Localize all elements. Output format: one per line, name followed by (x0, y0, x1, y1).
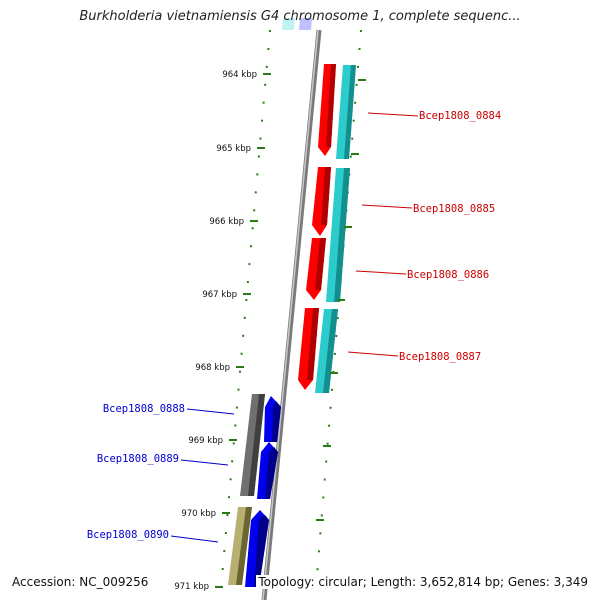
gene-0887-cyan-shade (323, 309, 338, 393)
gene-group-0888[interactable] (240, 394, 281, 496)
chromosome-backbone (261, 29, 322, 600)
gene-0888-gray-shade (248, 394, 265, 496)
scale-ticks-inner (215, 73, 271, 588)
leader-line-0885 (361, 204, 413, 209)
gene-0886-red-shade (315, 238, 326, 290)
scale-label: 968 kbp (195, 363, 230, 373)
gene-label-0884[interactable]: Bcep1808_0884 (419, 110, 501, 122)
leader-line-0886 (355, 270, 407, 275)
scale-label: 969 kbp (188, 436, 223, 446)
gene-group-0887[interactable] (298, 308, 338, 393)
gene-label-0889[interactable]: Bcep1808_0889 (97, 453, 179, 465)
gene-0890-olive-shade (236, 507, 252, 585)
leader-line-0887 (347, 351, 399, 357)
gene-0885-cyan-shade (334, 168, 350, 302)
topology-summary: Topology: circular; Length: 3,652,814 bp… (256, 575, 590, 589)
scale-ticks-outer (316, 79, 366, 521)
chromosome-backbone-highlight (262, 29, 319, 600)
gene-0884-red-shade (326, 64, 336, 147)
gene-group-0884[interactable] (318, 64, 356, 159)
accession-text: Accession: NC_009256 (10, 575, 151, 589)
gene-0890-blue-shade (254, 515, 269, 587)
gene-0889-blue-shade (265, 447, 278, 499)
gene-group-0889[interactable] (257, 442, 278, 499)
gene-0885-red-shade (321, 167, 331, 225)
scale-label: 966 kbp (209, 217, 244, 227)
gene-0888-blue-shade (272, 401, 281, 442)
scale-labels: 964 kbp 965 kbp 966 kbp 967 kbp 968 kbp … (174, 70, 257, 592)
gene-label-0887[interactable]: Bcep1808_0887 (399, 351, 481, 363)
scale-label: 970 kbp (181, 509, 216, 519)
gene-label-0886[interactable]: Bcep1808_0886 (407, 269, 489, 281)
gene-cyan-top-clip (282, 18, 295, 30)
gene-label-0888[interactable]: Bcep1808_0888 (103, 403, 185, 415)
gene-label-0885[interactable]: Bcep1808_0885 (413, 203, 495, 215)
gene-blue-top-clip (299, 18, 312, 30)
gene-0884-cyan-shade (344, 65, 356, 159)
gene-0887-red-shade (307, 308, 319, 380)
left-gene-labels: Bcep1808_0888 Bcep1808_0889 Bcep1808_089… (87, 403, 235, 543)
right-gene-labels: Bcep1808_0884 Bcep1808_0885 Bcep1808_088… (347, 110, 501, 363)
gene-label-0890[interactable]: Bcep1808_0890 (87, 529, 169, 541)
leader-line-0890 (170, 535, 219, 543)
leader-line-0888 (186, 408, 235, 415)
map-title: Burkholderia vietnamiensis G4 chromosome… (79, 9, 521, 24)
gene-group-0890[interactable] (228, 507, 269, 587)
scale-label: 967 kbp (202, 290, 237, 300)
leader-line-0889 (180, 459, 229, 466)
leader-line-0884 (367, 112, 419, 117)
gene-group-0885[interactable] (312, 167, 350, 302)
gene-group-0886[interactable] (306, 238, 326, 300)
scale-label: 964 kbp (222, 70, 257, 80)
scale-label: 965 kbp (216, 144, 251, 154)
scale-label: 971 kbp (174, 582, 209, 592)
